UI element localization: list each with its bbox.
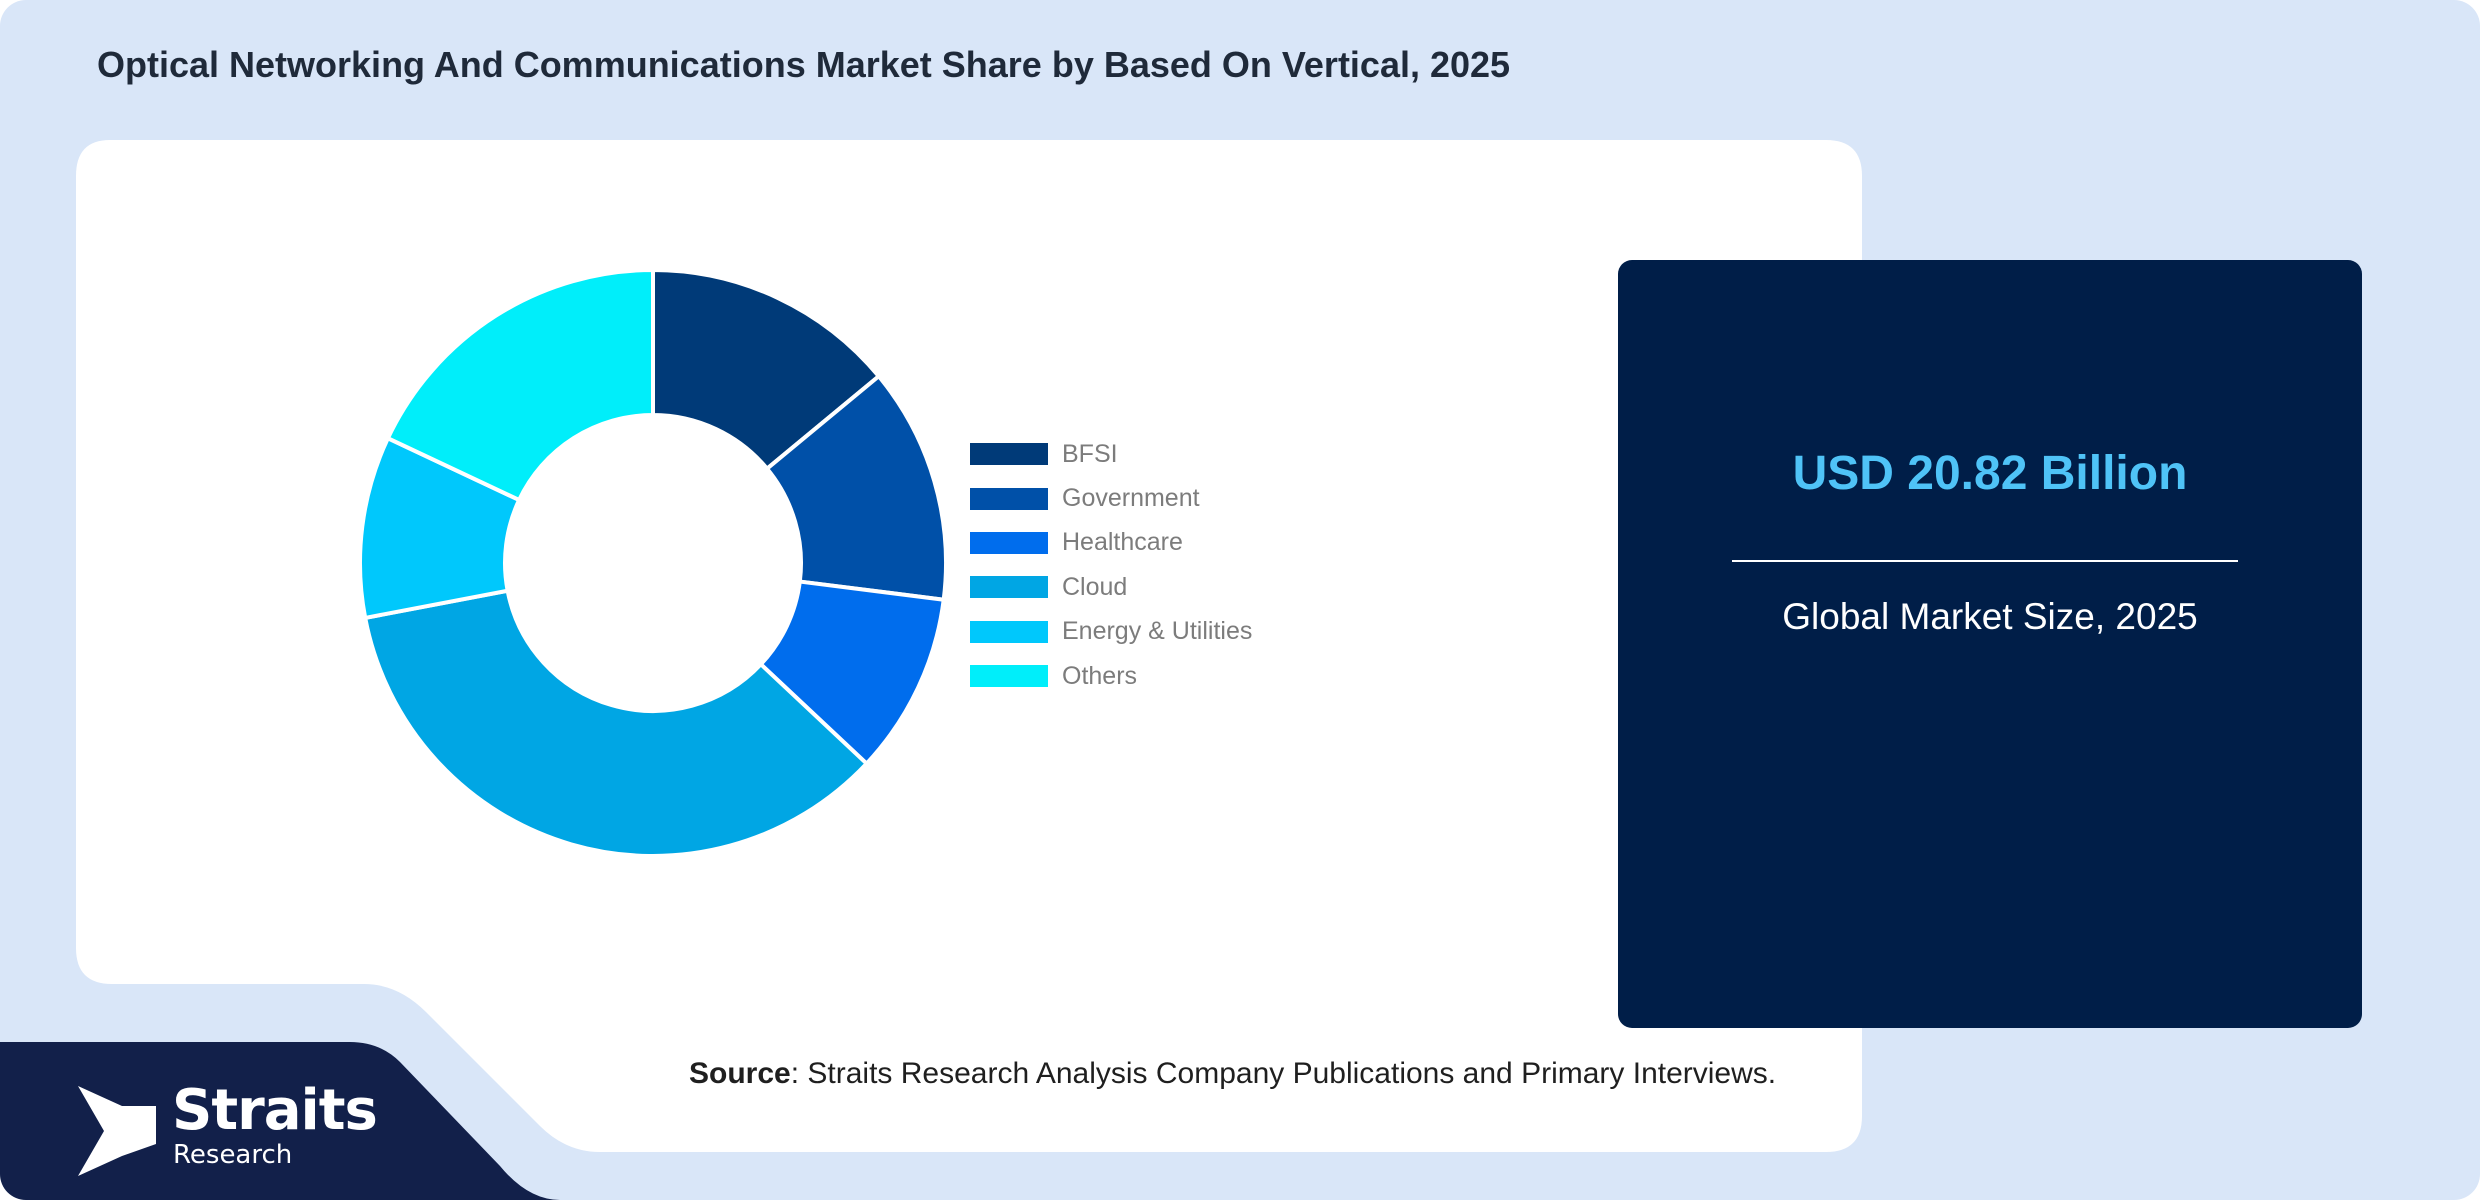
legend-item-government: Government xyxy=(970,476,1252,520)
legend-label: BFSI xyxy=(1062,439,1118,468)
donut-slice-others xyxy=(385,267,655,503)
legend-label: Others xyxy=(1062,661,1138,690)
straits-arrow-logo-icon xyxy=(78,1086,156,1176)
market-size-card: USD 20.82 Billion Global Market Size, 20… xyxy=(1618,260,2362,1028)
legend-item-bfsi: BFSI xyxy=(970,432,1252,476)
legend-swatch xyxy=(970,576,1048,599)
logo-subtitle: Research xyxy=(173,1140,293,1170)
legend-swatch xyxy=(970,665,1048,688)
donut-slice-bfsi xyxy=(651,267,882,472)
source-note: Source: Straits Research Analysis Compan… xyxy=(689,1057,1776,1091)
legend-label: Government xyxy=(1062,484,1200,513)
donut-slice-government xyxy=(764,373,948,602)
legend-swatch xyxy=(970,487,1048,510)
legend-item-healthcare: Healthcare xyxy=(970,521,1252,565)
donut-slice-cloud xyxy=(362,588,870,858)
chart-legend: BFSI Government Healthcare Cloud Energy & Ut… xyxy=(970,432,1252,698)
legend-item-energy-utilities: Energy & Utilities xyxy=(970,610,1252,654)
legend-label: Cloud xyxy=(1062,572,1128,601)
legend-item-cloud: Cloud xyxy=(970,565,1252,609)
card-divider xyxy=(1732,560,2238,562)
legend-label: Healthcare xyxy=(1062,528,1183,557)
legend-label: Energy & Utilities xyxy=(1062,617,1253,646)
footer-bar xyxy=(0,1042,560,1200)
legend-swatch xyxy=(970,531,1048,554)
straits-logo: Straits Research xyxy=(78,1078,398,1180)
page-title: Optical Networking And Communications Ma… xyxy=(97,44,1511,85)
market-size-label: Global Market Size, 2025 xyxy=(1782,596,2198,637)
logo-name: Straits xyxy=(172,1078,378,1143)
legend-swatch xyxy=(970,443,1048,466)
source-text: : Straits Research Analysis Company Publ… xyxy=(790,1057,1777,1090)
legend-swatch xyxy=(970,620,1048,643)
market-size-value: USD 20.82 Billion xyxy=(1792,447,2188,500)
legend-item-others: Others xyxy=(970,654,1252,698)
source-label: Source xyxy=(689,1057,791,1090)
